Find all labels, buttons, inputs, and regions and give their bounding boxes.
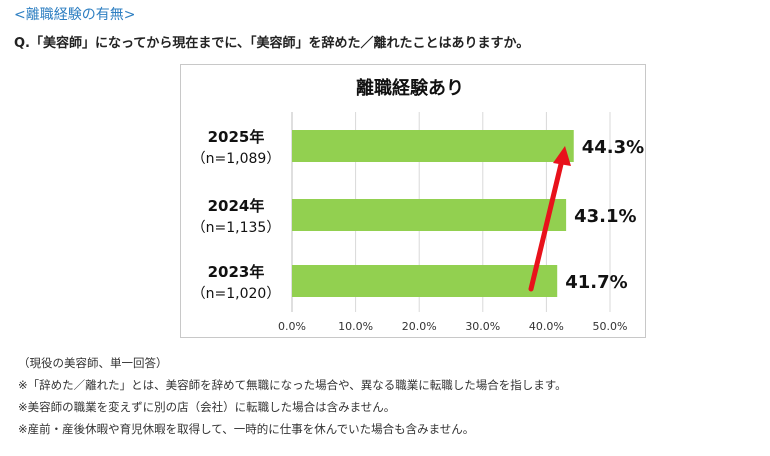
category-n-label: （n=1,020） <box>192 286 281 302</box>
note-exclusion-leave: ※産前・産後休暇や育児休暇を取得して、一時的に仕事を休んでいた場合も含みません。 <box>18 422 475 436</box>
section-tag: <離職経験の有無> <box>14 7 136 23</box>
x-tick-label: 50.0% <box>593 320 628 333</box>
x-tick-label: 0.0% <box>278 320 306 333</box>
value-label: 44.3% <box>582 137 644 158</box>
category-n-label: （n=1,089） <box>192 151 281 167</box>
trend-arrow-head <box>553 146 571 166</box>
question-text: Q.「美容師」になってから現在までに、「美容師」を辞めた／離れたことはありますか… <box>14 36 530 51</box>
notes-block: （現役の美容師、単一回答） ※「辞めた／離れた」とは、美容師を辞めて無職になった… <box>18 352 567 440</box>
category-year-label: 2023年 <box>208 263 265 281</box>
note-definition: ※「辞めた／離れた」とは、美容師を辞めて無職になった場合や、異なる職業に転職した… <box>18 378 567 392</box>
trend-arrow-shaft <box>528 157 565 292</box>
x-tick-label: 30.0% <box>465 320 500 333</box>
value-label: 41.7% <box>565 272 627 293</box>
x-tick-label: 10.0% <box>338 320 373 333</box>
chart-title: 離職経験あり <box>356 77 464 99</box>
bar <box>292 130 574 162</box>
category-n-label: （n=1,135） <box>192 220 281 236</box>
bar <box>292 265 558 297</box>
x-tick-label: 20.0% <box>402 320 437 333</box>
note-exclusion-shop: ※美容師の職業を変えずに別の店（会社）に転職した場合は含みません。 <box>18 400 396 414</box>
value-label: 43.1% <box>574 206 636 227</box>
note-sample: （現役の美容師、単一回答） <box>18 356 168 370</box>
x-tick-label: 40.0% <box>529 320 564 333</box>
bar <box>292 199 567 231</box>
category-year-label: 2025年 <box>208 128 265 146</box>
category-year-label: 2024年 <box>208 197 265 215</box>
